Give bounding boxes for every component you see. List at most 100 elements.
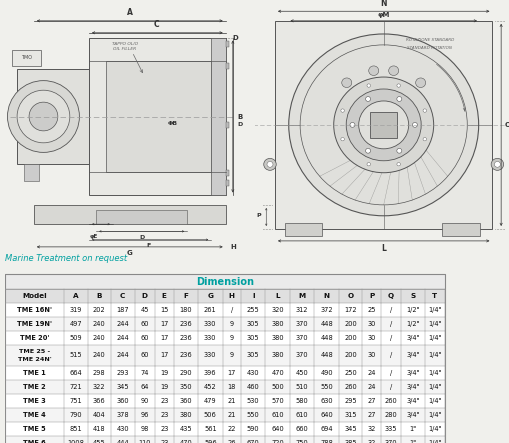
Text: TME 4: TME 4 (23, 412, 46, 418)
Text: 418: 418 (93, 426, 105, 432)
Text: 280: 280 (384, 412, 397, 418)
Circle shape (299, 45, 466, 205)
Bar (225, 171, 229, 176)
Circle shape (412, 123, 417, 127)
Text: 3/4": 3/4" (405, 370, 419, 376)
Text: 98: 98 (140, 426, 149, 432)
Text: 335: 335 (384, 426, 397, 432)
Text: 1/4": 1/4" (427, 353, 441, 358)
Text: P: P (369, 293, 374, 299)
Text: 1/4": 1/4" (427, 370, 441, 376)
Text: H: H (230, 244, 236, 250)
Text: TME 3: TME 3 (23, 398, 46, 404)
Text: 244: 244 (116, 353, 129, 358)
Bar (274, 21, 491, 229)
Circle shape (340, 109, 344, 112)
Bar (5, 274, 444, 443)
Text: 180: 180 (179, 307, 192, 313)
Text: 315: 315 (344, 412, 356, 418)
Bar (369, 112, 397, 138)
Text: 500: 500 (271, 384, 284, 390)
Circle shape (263, 158, 276, 171)
Text: 694: 694 (320, 426, 332, 432)
Circle shape (415, 78, 425, 88)
Bar (5, 274, 444, 289)
Text: 366: 366 (93, 398, 105, 404)
Bar (34, 205, 225, 224)
Text: N: N (323, 293, 329, 299)
Text: 448: 448 (320, 321, 332, 327)
Bar (5, 394, 444, 408)
Text: 260: 260 (384, 398, 397, 404)
Text: 60: 60 (140, 353, 149, 358)
Text: 1/4": 1/4" (427, 307, 441, 313)
Text: 25: 25 (366, 307, 375, 313)
Circle shape (267, 162, 272, 167)
Text: 3/4": 3/4" (405, 335, 419, 341)
Text: 640: 640 (271, 426, 284, 432)
Bar (5, 436, 444, 443)
Text: D: D (142, 293, 148, 299)
Text: 200: 200 (344, 335, 356, 341)
Text: P: P (256, 213, 261, 218)
Text: 490: 490 (320, 370, 332, 376)
Text: TME 1: TME 1 (23, 370, 46, 376)
Text: STANDARD ROTATION: STANDARD ROTATION (407, 47, 451, 51)
Text: 1": 1" (409, 426, 416, 432)
Text: 244: 244 (116, 335, 129, 341)
Text: TME 20': TME 20' (20, 335, 49, 341)
Text: 345: 345 (344, 426, 356, 432)
Text: 21: 21 (227, 412, 236, 418)
Text: 1/4": 1/4" (427, 384, 441, 390)
Bar (17, 69, 89, 164)
Text: 721: 721 (69, 384, 82, 390)
Text: 60: 60 (140, 321, 149, 327)
Text: 378: 378 (116, 412, 129, 418)
Text: 610: 610 (295, 412, 308, 418)
Bar (5, 366, 444, 380)
Text: 360: 360 (116, 398, 129, 404)
Text: 17: 17 (160, 353, 168, 358)
Text: 509: 509 (69, 335, 82, 341)
Text: 30: 30 (367, 335, 375, 341)
Bar (5, 303, 444, 317)
Text: 1/4": 1/4" (427, 321, 441, 327)
Text: Marine Treatment on request: Marine Treatment on request (5, 254, 127, 264)
Circle shape (365, 97, 370, 101)
Text: D: D (139, 235, 144, 240)
Circle shape (8, 81, 79, 152)
Text: 1/2": 1/2" (405, 321, 419, 327)
Bar (24, 164, 39, 181)
Text: 260: 260 (344, 384, 356, 390)
Text: 23: 23 (160, 440, 168, 443)
Text: 470: 470 (179, 440, 192, 443)
Text: C: C (120, 293, 125, 299)
Text: 110: 110 (138, 440, 151, 443)
Text: 255: 255 (246, 307, 259, 313)
Bar (225, 63, 229, 69)
Text: 372: 372 (320, 307, 332, 313)
Text: 22: 22 (227, 426, 236, 432)
Text: 610: 610 (271, 412, 284, 418)
Text: 450: 450 (295, 370, 308, 376)
Circle shape (29, 102, 58, 131)
Text: 515: 515 (69, 353, 82, 358)
Bar (5, 317, 444, 331)
Text: 370: 370 (295, 335, 308, 341)
Circle shape (396, 84, 400, 87)
Text: 851: 851 (69, 426, 82, 432)
Text: 298: 298 (93, 370, 105, 376)
Circle shape (422, 109, 426, 112)
Text: 370: 370 (295, 321, 308, 327)
Text: Model: Model (22, 293, 47, 299)
Text: 24: 24 (366, 384, 375, 390)
Text: 330: 330 (204, 353, 216, 358)
Bar (5, 422, 444, 436)
Text: 596: 596 (204, 440, 216, 443)
Bar (442, 223, 479, 236)
Text: 293: 293 (117, 370, 129, 376)
Text: 751: 751 (69, 398, 82, 404)
Text: 24: 24 (366, 370, 375, 376)
Circle shape (490, 158, 503, 171)
Text: 430: 430 (116, 426, 129, 432)
